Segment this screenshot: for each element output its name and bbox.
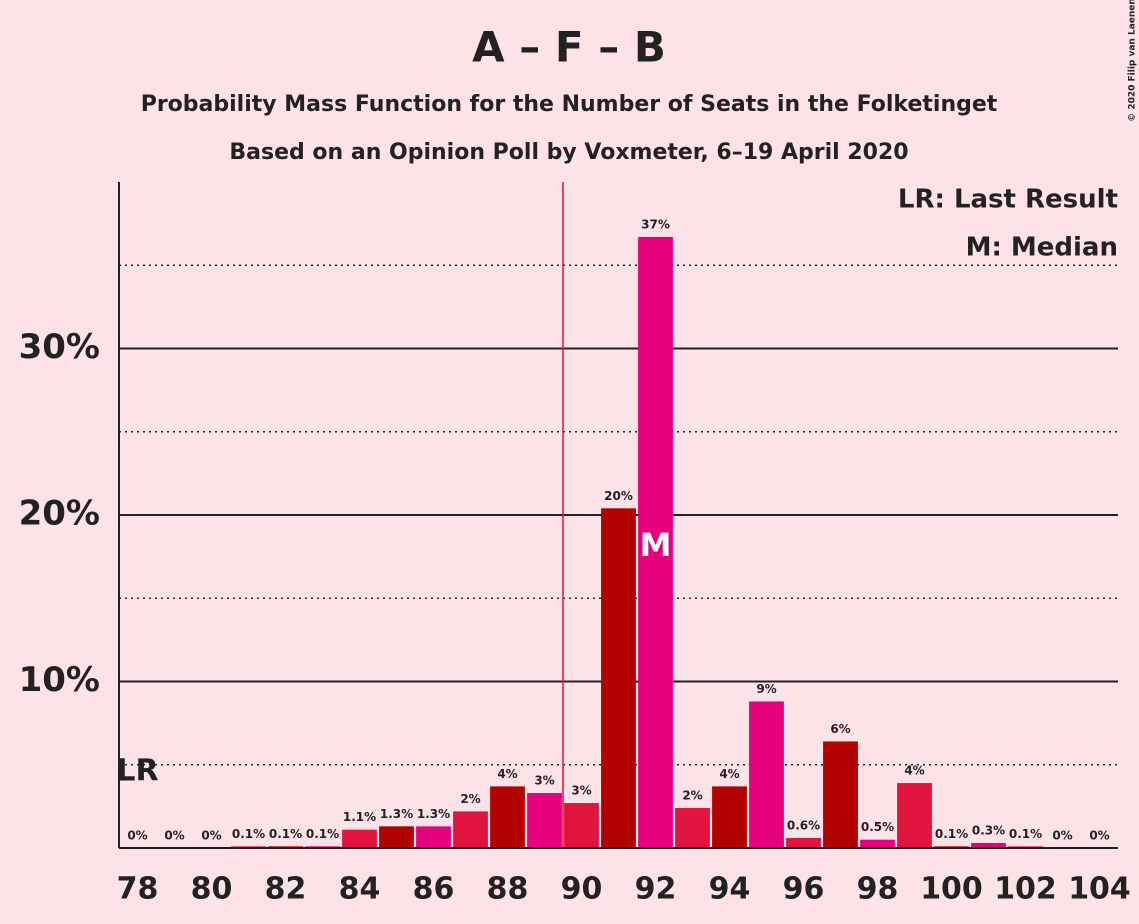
value-label: 0.6%: [787, 819, 820, 833]
bar: [712, 786, 747, 848]
bar: [527, 793, 562, 848]
value-label: 4%: [719, 767, 739, 781]
value-label: 0.1%: [935, 827, 968, 841]
value-label: 4%: [904, 764, 924, 778]
x-tick-label: 104: [1068, 872, 1131, 907]
bar: [490, 786, 525, 848]
x-tick-label: 100: [920, 872, 983, 907]
value-label: 0.3%: [972, 824, 1005, 838]
value-label: 0.1%: [269, 827, 302, 841]
value-label: 2%: [460, 792, 480, 806]
x-tick-label: 92: [635, 872, 677, 907]
y-tick-label: 30%: [19, 327, 100, 367]
x-tick-label: 96: [783, 872, 825, 907]
chart-subtitle: Based on an Opinion Poll by Voxmeter, 6–…: [229, 140, 908, 165]
bar: [601, 508, 636, 848]
chart-subtitle: Probability Mass Function for the Number…: [141, 92, 998, 117]
value-label: 0.1%: [232, 827, 265, 841]
value-label: 0.5%: [861, 820, 894, 834]
bar: [786, 838, 821, 848]
value-label: 1.3%: [417, 807, 450, 821]
bar: [971, 843, 1006, 848]
median-marker: M: [640, 526, 672, 564]
value-label: 20%: [604, 489, 633, 503]
chart-title: A – F – B: [472, 23, 666, 72]
bar: [749, 701, 784, 848]
bar: [564, 803, 599, 848]
bar: [379, 826, 414, 848]
bar: [638, 236, 673, 848]
x-tick-label: 80: [191, 872, 233, 907]
x-tick-label: 88: [487, 872, 529, 907]
x-tick-label: 78: [117, 872, 159, 907]
value-label: 0.1%: [306, 827, 339, 841]
credit: © 2020 Filip van Laenen: [1128, 0, 1138, 122]
x-tick-label: 94: [709, 872, 751, 907]
value-label: 1.3%: [380, 807, 413, 821]
value-label: 1.1%: [343, 810, 376, 824]
value-label: 0%: [201, 829, 221, 843]
value-label: 3%: [571, 784, 591, 798]
bar: [416, 826, 451, 848]
value-label: 0%: [1089, 829, 1109, 843]
value-label: 0%: [127, 829, 147, 843]
bar: [675, 808, 710, 848]
x-tick-label: 82: [265, 872, 307, 907]
bar: [897, 783, 932, 848]
bar: [453, 811, 488, 848]
bar: [823, 741, 858, 848]
legend-entry: LR: Last Result: [898, 185, 1118, 215]
value-label: 37%: [641, 217, 670, 231]
y-tick-label: 20%: [19, 494, 100, 534]
y-tick-label: 10%: [19, 660, 100, 700]
value-label: 0%: [164, 829, 184, 843]
value-label: 2%: [682, 789, 702, 803]
x-tick-label: 84: [339, 872, 381, 907]
x-tick-label: 102: [994, 872, 1057, 907]
value-label: 0.1%: [1009, 827, 1042, 841]
x-tick-label: 98: [857, 872, 899, 907]
value-label: 6%: [830, 722, 850, 736]
value-label: 0%: [1052, 829, 1072, 843]
value-label: 3%: [534, 774, 554, 788]
x-tick-label: 90: [561, 872, 603, 907]
last-result-marker: LR: [116, 754, 158, 789]
bar: [342, 829, 377, 848]
bar: [860, 839, 895, 848]
value-label: 4%: [497, 767, 517, 781]
x-tick-label: 86: [413, 872, 455, 907]
value-label: 9%: [756, 682, 776, 696]
legend-entry: M: Median: [966, 233, 1118, 263]
